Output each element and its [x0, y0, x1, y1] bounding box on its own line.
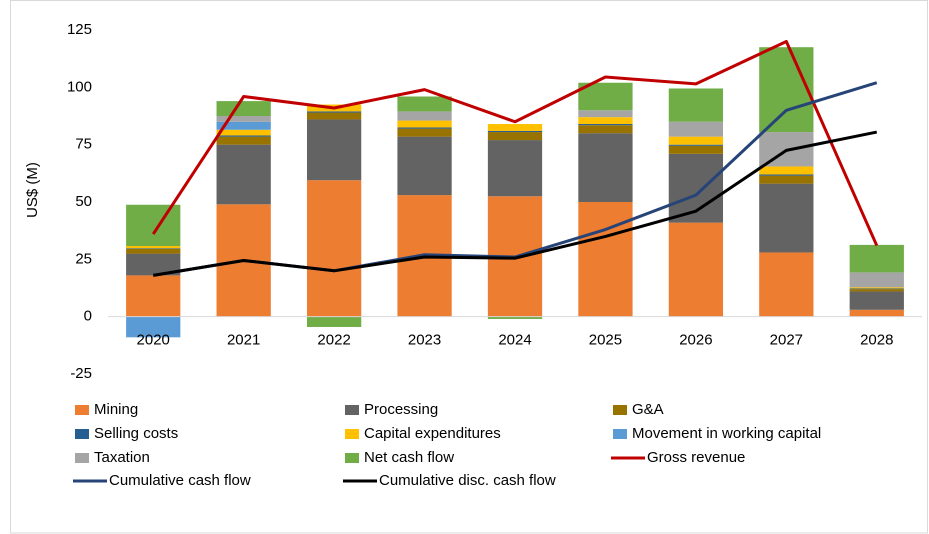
bar [759, 183, 814, 253]
bar [126, 248, 181, 250]
x-tick-label: 2023 [408, 332, 441, 349]
bar [126, 253, 181, 276]
legend-label: Cumulative cash flow [109, 472, 251, 489]
bar [306, 111, 362, 113]
bar [487, 124, 543, 131]
bar [306, 112, 362, 120]
bar [668, 144, 724, 146]
bar [578, 133, 633, 202]
bar [849, 272, 904, 288]
bar [216, 116, 271, 122]
legend-label: Selling costs [94, 425, 178, 442]
bar [126, 246, 181, 249]
legend-label: Cumulative disc. cash flow [379, 472, 556, 489]
bar [487, 316, 543, 319]
bar [306, 119, 362, 181]
bar [578, 125, 633, 134]
legend-swatch [613, 405, 627, 415]
legend-swatch [345, 405, 359, 415]
bar [216, 101, 271, 116]
bar [668, 121, 724, 137]
x-tick-label: 2028 [860, 332, 893, 349]
bar [487, 130, 543, 133]
bar [397, 111, 452, 121]
bar [578, 110, 633, 118]
y-tick-label: 125 [67, 21, 92, 38]
bar [126, 316, 181, 338]
bar [668, 136, 724, 145]
y-tick-label: 100 [67, 78, 92, 95]
bar [849, 291, 904, 310]
legend-label: Capital expenditures [364, 425, 501, 442]
x-tick-label: 2022 [317, 332, 350, 349]
y-axis-label: US$ (M) [24, 162, 41, 218]
chart-border [10, 0, 928, 534]
bar [759, 252, 814, 317]
x-tick-label: 2027 [770, 332, 803, 349]
line [151, 39, 879, 247]
bar [487, 140, 543, 197]
legend-label: Net cash flow [364, 449, 454, 466]
bar [668, 145, 724, 154]
x-tick-label: 2026 [679, 332, 712, 349]
line [152, 130, 878, 277]
bar [759, 175, 814, 184]
bar [578, 124, 633, 126]
bar [216, 121, 271, 130]
bar [306, 316, 362, 327]
legend-swatch [345, 453, 359, 463]
bar [759, 174, 814, 176]
bar [216, 136, 271, 145]
legend-label: G&A [632, 401, 664, 418]
bar [216, 129, 271, 136]
bar [578, 117, 633, 125]
bar [759, 47, 814, 133]
y-tick-label: 25 [75, 250, 92, 267]
legend-label: Movement in working capital [632, 425, 821, 442]
bar [126, 204, 181, 247]
bar [849, 289, 904, 292]
bar [849, 288, 904, 290]
bar [306, 180, 362, 317]
bar [668, 222, 724, 317]
bar [849, 244, 904, 273]
x-tick-label: 2021 [227, 332, 260, 349]
bar [849, 309, 904, 317]
legend-label: Mining [94, 401, 138, 418]
x-tick-label: 2024 [498, 332, 531, 349]
bar [126, 249, 181, 254]
legend-label: Processing [364, 401, 438, 418]
bar [126, 275, 181, 317]
bar [216, 144, 271, 205]
y-tick-label: 0 [84, 308, 92, 325]
bar [216, 135, 271, 137]
x-tick-label: 2020 [137, 332, 170, 349]
x-tick-label: 2025 [589, 332, 622, 349]
bar [759, 166, 814, 175]
legend-swatch [75, 429, 89, 439]
bar [397, 96, 452, 112]
legend-label: Taxation [94, 449, 150, 466]
bar [397, 128, 452, 137]
legend-swatch [75, 453, 89, 463]
legend-label: Gross revenue [647, 449, 745, 466]
bar [578, 202, 633, 317]
y-tick-label: -25 [70, 365, 92, 382]
y-tick-label: 75 [75, 136, 92, 153]
bar [487, 132, 543, 141]
bar [397, 120, 452, 128]
bar [849, 287, 904, 289]
legend-swatch [345, 429, 359, 439]
legend-swatch [613, 429, 627, 439]
bar [397, 136, 452, 196]
legend-swatch [75, 405, 89, 415]
y-tick-label: 50 [75, 193, 92, 210]
bar [397, 127, 452, 129]
bar [668, 88, 724, 122]
